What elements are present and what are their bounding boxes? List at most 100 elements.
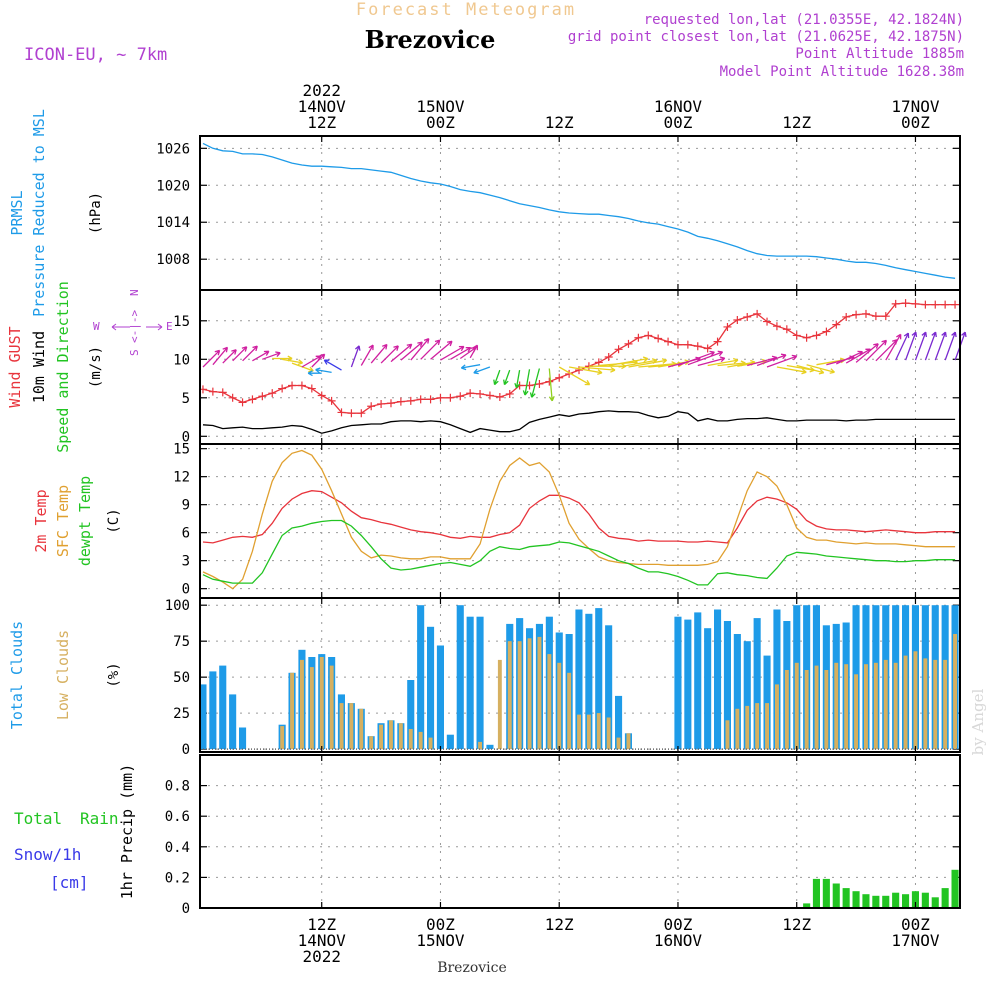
bar (398, 723, 403, 750)
y-axis-label: (m/s) (88, 346, 104, 388)
wind-arrow (473, 366, 491, 375)
gust-markers (198, 299, 960, 418)
bar (745, 705, 750, 750)
bar (872, 895, 880, 908)
top-time-label: 2022 (302, 81, 341, 100)
gust-marker (792, 331, 801, 340)
wind-arrow (232, 346, 248, 362)
bottom-time-label: 12Z (545, 915, 574, 934)
gust-marker (901, 299, 910, 308)
location-title: Brezovice (365, 25, 496, 54)
gust-marker (802, 333, 811, 342)
bar (743, 641, 751, 750)
top-time-label: 17NOV (891, 97, 940, 116)
bar (606, 717, 611, 750)
wind-arrow (212, 346, 229, 366)
bar (229, 694, 237, 750)
wind-arrow (836, 350, 864, 365)
bar (595, 608, 603, 750)
panels: 1008 1014 1020 1026 PRMSL Pressure Reduced to… (6, 109, 967, 917)
gust-marker (713, 337, 722, 346)
gust-marker (941, 300, 950, 309)
panel-wind: 0 5 10 15 Wind GUST 10m Wind Speed and Directi… (6, 281, 967, 453)
bar (407, 680, 415, 750)
gust-marker (208, 387, 217, 396)
gust-marker (367, 402, 376, 411)
gust-marker (782, 325, 791, 334)
top-time-label: 12Z (545, 113, 574, 132)
top-time-label: 14NOV (298, 97, 347, 116)
gust-marker (446, 393, 455, 402)
gust-marker (218, 388, 227, 397)
wind-arrow (503, 369, 511, 386)
top-time-label: 00Z (664, 113, 693, 132)
gust-marker (654, 334, 663, 343)
bar (892, 892, 900, 908)
bar (735, 708, 740, 750)
bars-rain (803, 869, 959, 909)
bar (309, 667, 314, 750)
bar (911, 891, 919, 908)
wind-arrow (262, 351, 281, 360)
bar (921, 892, 929, 908)
series-prmsl (202, 142, 956, 279)
bar (812, 878, 820, 908)
gust-marker (406, 396, 415, 405)
bar (913, 651, 918, 750)
bar (953, 634, 957, 750)
bar (575, 609, 583, 750)
bar (725, 720, 730, 750)
bar (773, 609, 781, 750)
credit-watermark: by Angel (969, 688, 987, 755)
gust-marker (822, 327, 831, 336)
y-tick-label: 0 (182, 582, 190, 598)
gust-marker (278, 384, 287, 393)
gust-marker (931, 300, 940, 309)
compass-n: N (128, 289, 141, 296)
bar (418, 731, 423, 750)
gust-marker (347, 409, 356, 418)
bottom-time-label: 14NOV (298, 931, 347, 950)
label-snow: Snow/1h (14, 845, 81, 864)
top-time-label: 00Z (901, 113, 930, 132)
bar (547, 654, 552, 750)
bar (733, 634, 741, 750)
wind-arrow (934, 331, 947, 361)
y-tick-label: 10 (173, 352, 190, 368)
y-tick-label: 5 (182, 391, 190, 407)
grid-pressure (200, 136, 960, 290)
bar (882, 895, 890, 908)
wind-arrow (697, 356, 726, 367)
bottom-location-label: Brezovice (437, 960, 507, 976)
point-altitude: Point Altitude 1885m (795, 46, 964, 62)
y-tick-label: 9 (182, 498, 190, 514)
bar (941, 888, 949, 908)
product-title: Forecast Meteogram (356, 0, 576, 20)
gust-marker (228, 393, 237, 402)
wind-arrow (548, 368, 555, 402)
wind-arrow (514, 369, 521, 389)
bar (694, 612, 702, 750)
bar (537, 636, 542, 750)
bar (369, 736, 374, 750)
bar (300, 659, 304, 750)
bar (852, 891, 860, 908)
gust-marker (466, 389, 475, 398)
y-tick-label: 50 (173, 670, 190, 686)
wind-arrow (281, 358, 304, 366)
y-axis-label: (hPa) (88, 192, 104, 234)
y-tick-label: 0.8 (165, 779, 190, 795)
bottom-time-label: 12Z (782, 915, 811, 934)
wind-arrow (756, 353, 787, 367)
gust-marker (268, 389, 277, 398)
wind-arrow (875, 339, 898, 362)
bar (280, 726, 285, 750)
gust-marker (861, 309, 870, 318)
bottom-time-label: 00Z (426, 915, 455, 934)
gust-marker (951, 300, 960, 309)
bar (339, 703, 344, 750)
gust-marker (871, 312, 880, 321)
wind-arrow (855, 343, 879, 363)
top-time-label: 12Z (782, 113, 811, 132)
